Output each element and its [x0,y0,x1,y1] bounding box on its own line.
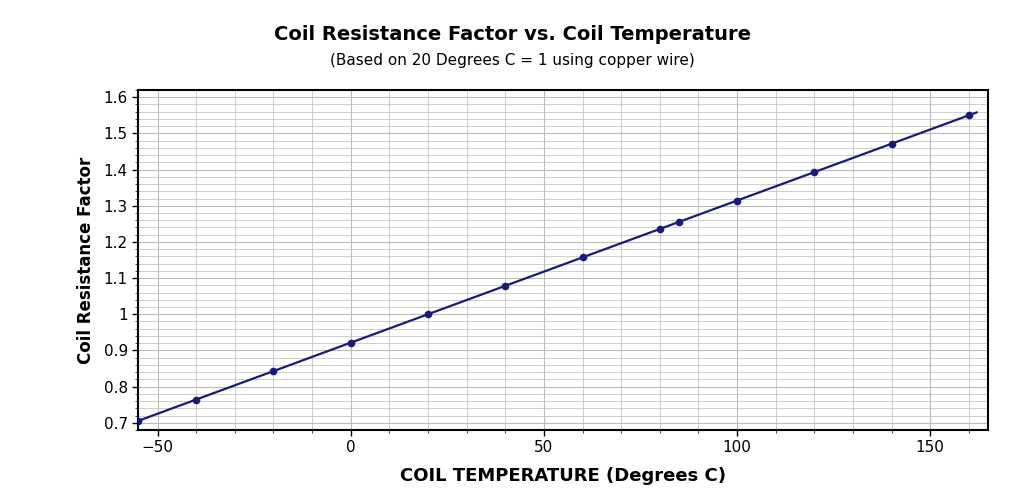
X-axis label: COIL TEMPERATURE (Degrees C): COIL TEMPERATURE (Degrees C) [400,466,726,484]
Text: Coil Resistance Factor vs. Coil Temperature: Coil Resistance Factor vs. Coil Temperat… [273,25,751,44]
Y-axis label: Coil Resistance Factor: Coil Resistance Factor [77,156,95,364]
Text: (Based on 20 Degrees C = 1 using copper wire): (Based on 20 Degrees C = 1 using copper … [330,52,694,68]
